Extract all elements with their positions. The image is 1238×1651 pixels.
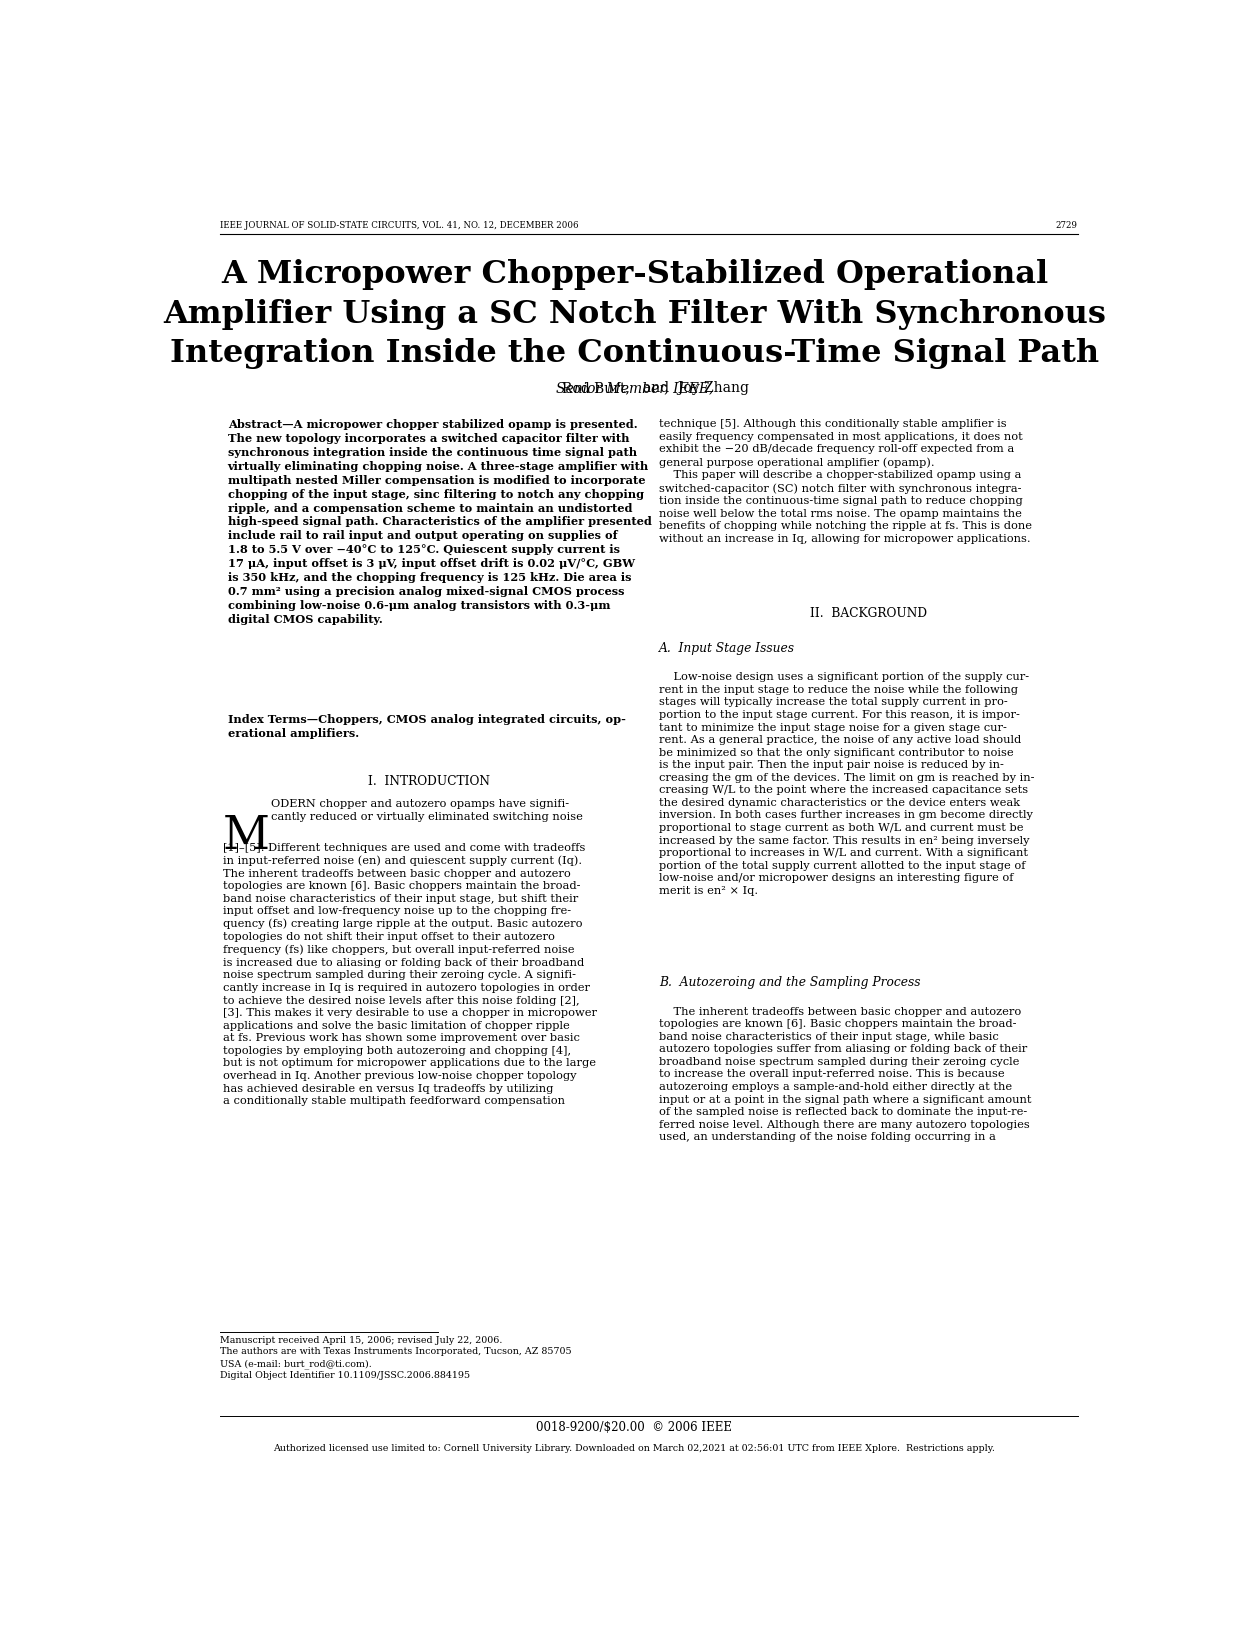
Text: IEEE JOURNAL OF SOLID-STATE CIRCUITS, VOL. 41, NO. 12, DECEMBER 2006: IEEE JOURNAL OF SOLID-STATE CIRCUITS, VO… [220, 221, 578, 229]
Text: and  Joy Zhang: and Joy Zhang [635, 381, 749, 395]
Text: Amplifier Using a SC Notch Filter With Synchronous: Amplifier Using a SC Notch Filter With S… [163, 299, 1106, 330]
Text: A.  Input Stage Issues: A. Input Stage Issues [660, 642, 796, 655]
Text: Authorized licensed use limited to: Cornell University Library. Downloaded on Ma: Authorized licensed use limited to: Corn… [274, 1445, 995, 1453]
Text: ODERN chopper and autozero opamps have signifi-
cantly reduced or virtually elim: ODERN chopper and autozero opamps have s… [271, 799, 583, 822]
Text: Integration Inside the Continuous-Time Signal Path: Integration Inside the Continuous-Time S… [170, 338, 1099, 368]
Text: 2729: 2729 [1056, 221, 1078, 229]
Text: Index Terms—Choppers, CMOS analog integrated circuits, op-
erational amplifiers.: Index Terms—Choppers, CMOS analog integr… [228, 715, 625, 740]
Text: [1]–[5]. Different techniques are used and come with tradeoffs
in input-referred: [1]–[5]. Different techniques are used a… [223, 842, 597, 1106]
Text: technique [5]. Although this conditionally stable amplifier is
easily frequency : technique [5]. Although this conditional… [660, 419, 1032, 543]
Text: 0018-9200/$20.00  © 2006 IEEE: 0018-9200/$20.00 © 2006 IEEE [536, 1422, 733, 1435]
Text: A Micropower Chopper-Stabilized Operational: A Micropower Chopper-Stabilized Operatio… [220, 259, 1049, 291]
Text: M: M [223, 814, 270, 859]
Text: II.  BACKGROUND: II. BACKGROUND [810, 608, 927, 621]
Text: Senior Member, IEEE,: Senior Member, IEEE, [556, 381, 713, 395]
Text: The inherent tradeoffs between basic chopper and autozero
topologies are known [: The inherent tradeoffs between basic cho… [660, 1007, 1032, 1142]
Text: Manuscript received April 15, 2006; revised July 22, 2006.
The authors are with : Manuscript received April 15, 2006; revi… [220, 1336, 572, 1380]
Text: Rod Burt,: Rod Burt, [562, 381, 635, 395]
Text: B.  Autozeroing and the Sampling Process: B. Autozeroing and the Sampling Process [660, 976, 921, 989]
Text: Low-noise design uses a significant portion of the supply cur-
rent in the input: Low-noise design uses a significant port… [660, 672, 1035, 896]
Text: I.  INTRODUCTION: I. INTRODUCTION [368, 776, 490, 788]
Text: Abstract—A micropower chopper stabilized opamp is presented.
The new topology in: Abstract—A micropower chopper stabilized… [228, 419, 651, 624]
